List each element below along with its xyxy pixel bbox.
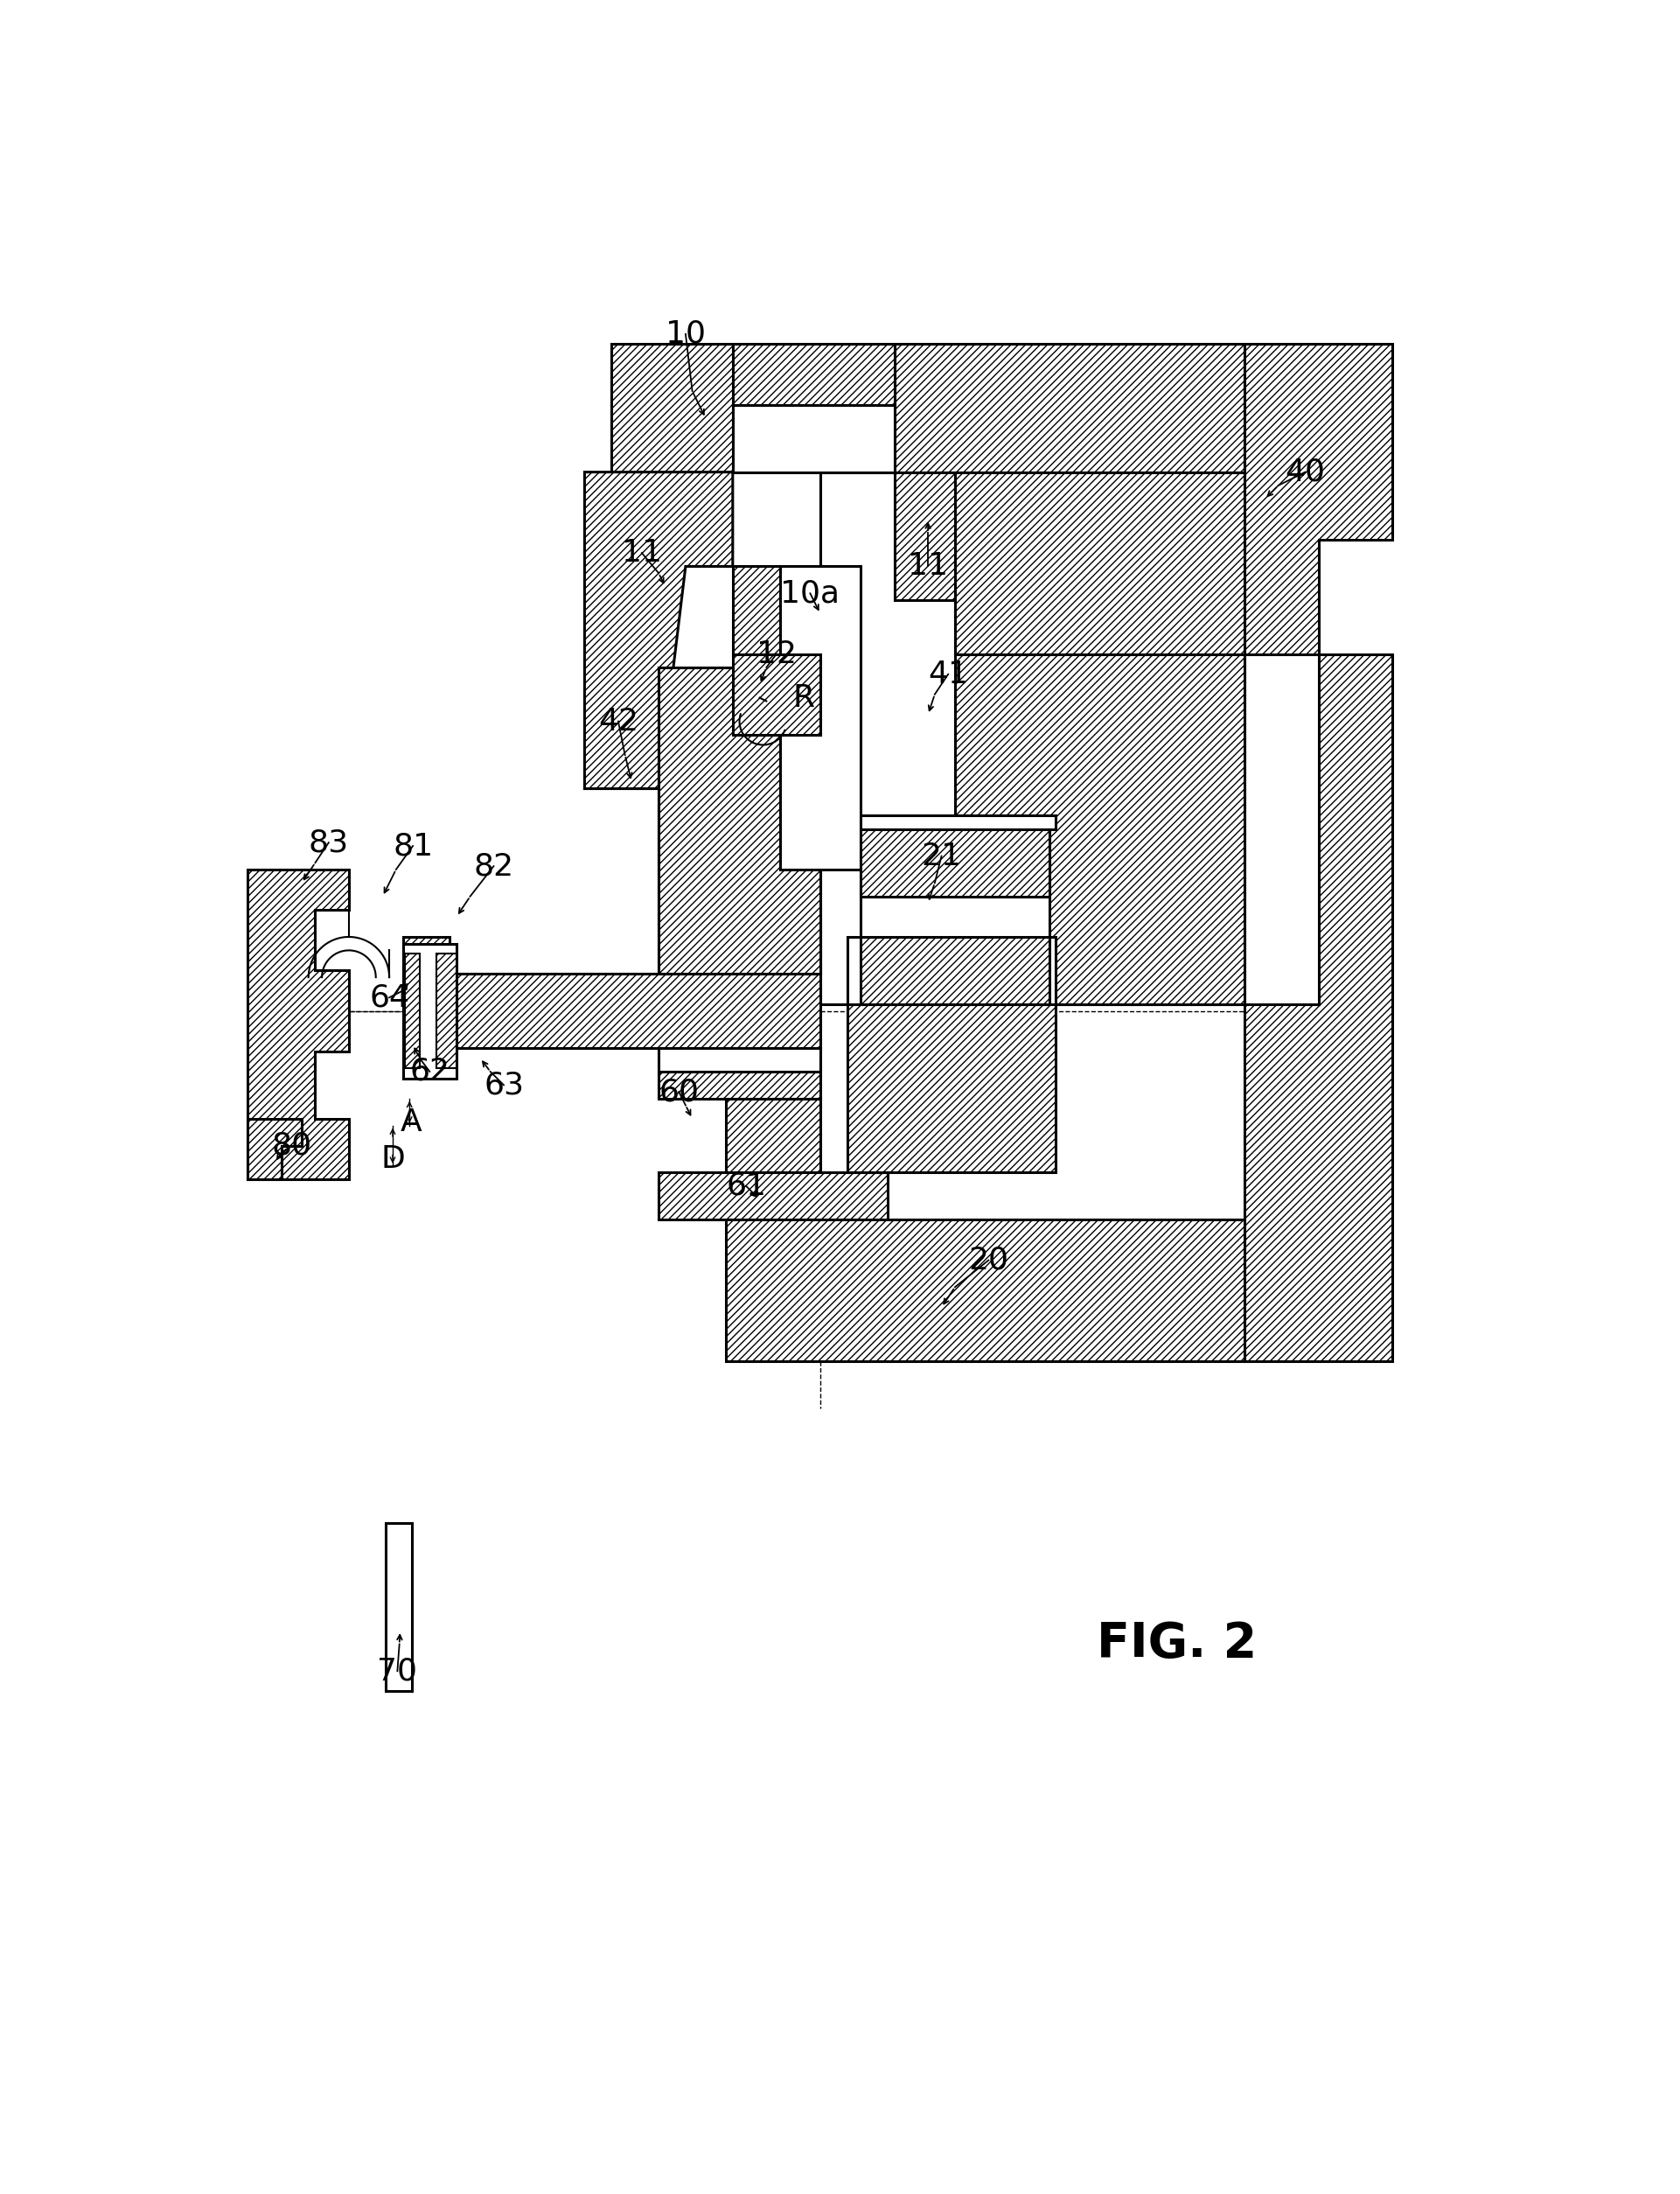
Polygon shape bbox=[860, 937, 1050, 1005]
Text: R: R bbox=[793, 682, 815, 713]
Polygon shape bbox=[249, 869, 349, 1180]
Polygon shape bbox=[1245, 344, 1393, 654]
Text: 41: 41 bbox=[927, 660, 968, 689]
Text: 60: 60 bbox=[659, 1077, 699, 1106]
Polygon shape bbox=[847, 816, 1057, 1005]
Bar bbox=[780, 566, 860, 869]
Text: FIG. 2: FIG. 2 bbox=[1097, 1621, 1257, 1667]
Polygon shape bbox=[659, 667, 820, 974]
Text: 83: 83 bbox=[309, 827, 349, 858]
Polygon shape bbox=[659, 1172, 887, 1220]
Polygon shape bbox=[954, 472, 1245, 654]
Polygon shape bbox=[437, 954, 457, 1068]
Text: 80: 80 bbox=[272, 1130, 312, 1161]
Text: 21: 21 bbox=[921, 840, 961, 871]
Polygon shape bbox=[732, 654, 820, 735]
Polygon shape bbox=[894, 472, 954, 601]
Polygon shape bbox=[847, 1005, 1057, 1172]
Polygon shape bbox=[249, 1119, 302, 1180]
Text: 70: 70 bbox=[378, 1656, 417, 1685]
Text: D: D bbox=[380, 1145, 405, 1174]
Polygon shape bbox=[659, 1071, 820, 1099]
Text: A: A bbox=[402, 1108, 422, 1136]
Polygon shape bbox=[659, 1049, 820, 1071]
Text: 42: 42 bbox=[598, 706, 638, 737]
Text: 12: 12 bbox=[756, 638, 796, 669]
Polygon shape bbox=[726, 1220, 1245, 1360]
Text: 40: 40 bbox=[1285, 456, 1326, 487]
Text: 62: 62 bbox=[410, 1058, 450, 1086]
Text: 11: 11 bbox=[907, 551, 948, 581]
Text: 61: 61 bbox=[726, 1172, 766, 1200]
Bar bbox=[732, 404, 894, 472]
Polygon shape bbox=[894, 344, 1245, 472]
Polygon shape bbox=[954, 654, 1245, 1005]
Polygon shape bbox=[732, 344, 894, 404]
Text: 10a: 10a bbox=[781, 579, 840, 608]
Polygon shape bbox=[612, 344, 732, 472]
Polygon shape bbox=[585, 472, 732, 788]
Polygon shape bbox=[820, 472, 1245, 1005]
Text: 20: 20 bbox=[968, 1246, 1008, 1275]
Polygon shape bbox=[450, 974, 820, 1049]
Text: 64: 64 bbox=[370, 983, 410, 1011]
Bar bbox=[386, 1523, 412, 1692]
Text: 81: 81 bbox=[393, 832, 433, 860]
Polygon shape bbox=[450, 667, 820, 1049]
Polygon shape bbox=[732, 566, 780, 654]
Polygon shape bbox=[403, 937, 450, 976]
Polygon shape bbox=[860, 829, 1050, 897]
Polygon shape bbox=[1245, 654, 1393, 1360]
Text: 63: 63 bbox=[484, 1071, 524, 1099]
Polygon shape bbox=[726, 1099, 820, 1172]
Text: 10: 10 bbox=[665, 318, 706, 349]
Polygon shape bbox=[405, 954, 420, 1068]
Text: 11: 11 bbox=[622, 538, 662, 568]
Text: 82: 82 bbox=[474, 851, 514, 882]
Polygon shape bbox=[403, 943, 457, 1077]
